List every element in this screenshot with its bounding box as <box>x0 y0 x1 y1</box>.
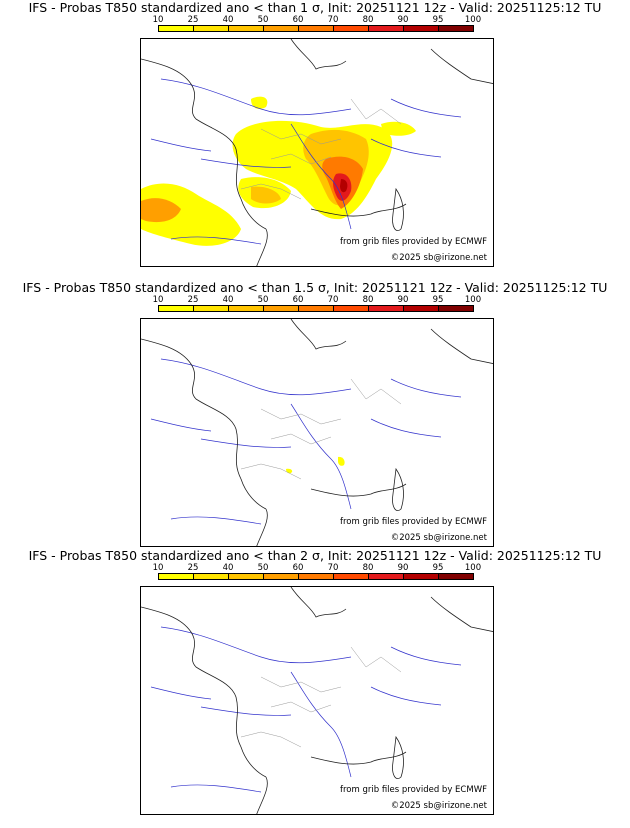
colorbar-tick-label: 25 <box>187 295 199 305</box>
colorbar-tick-label: 80 <box>362 295 374 305</box>
colorbar-swatch <box>404 306 439 311</box>
panel-title: IFS - Probas T850 standardized ano < tha… <box>28 0 602 15</box>
rivers <box>150 358 462 525</box>
colorbar-tick-label: 90 <box>397 563 409 573</box>
map-canvas <box>141 587 493 814</box>
probability-map: from grib files provided by ECMWF ©2025 … <box>140 318 494 547</box>
regional-borders <box>240 646 402 748</box>
colorbar-swatch <box>229 26 264 31</box>
colorbar-swatch <box>369 574 404 579</box>
colorbar-swatch <box>159 26 194 31</box>
colorbar-swatch <box>439 26 473 31</box>
colorbar-swatch <box>264 574 299 579</box>
colorbar-swatch <box>369 26 404 31</box>
regional-borders <box>240 378 402 480</box>
colorbar-swatch <box>229 306 264 311</box>
colorbar-labels: 10 25 40 50 60 70 80 90 95 100 <box>140 295 500 305</box>
colorbar-tick-label: 50 <box>257 15 269 25</box>
colorbar-swatch <box>299 26 334 31</box>
data-source-credit: from grib files provided by ECMWF <box>340 785 487 795</box>
colorbar-tick-label: 50 <box>257 563 269 573</box>
colorbar-swatch <box>159 574 194 579</box>
coastline <box>141 39 493 266</box>
colorbar-swatch <box>194 26 229 31</box>
colorbar-tick-label: 25 <box>187 15 199 25</box>
colorbar-swatch <box>194 306 229 311</box>
colorbar-tick-label: 95 <box>432 295 444 305</box>
colorbar-swatch <box>299 574 334 579</box>
colorbar-swatch <box>369 306 404 311</box>
colorbar-tick-label: 10 <box>152 295 164 305</box>
probability-map: from grib files provided by ECMWF ©2025 … <box>140 38 494 267</box>
colorbar-swatch <box>334 306 369 311</box>
map-panel-2-sigma: IFS - Probas T850 standardized ano < tha… <box>0 548 630 818</box>
coastline <box>141 319 493 546</box>
probability-shading <box>141 96 416 246</box>
panel-title: IFS - Probas T850 standardized ano < tha… <box>28 548 602 563</box>
colorbar-tick-label: 90 <box>397 15 409 25</box>
colorbar-tick-label: 40 <box>222 295 234 305</box>
copyright-credit: ©2025 sb@irizone.net <box>390 801 487 811</box>
colorbar-tick-label: 90 <box>397 295 409 305</box>
colorbar <box>158 573 474 580</box>
colorbar-tick-label: 100 <box>464 295 482 305</box>
colorbar-tick-label: 50 <box>257 295 269 305</box>
coastline <box>141 587 493 814</box>
map-panel-1-5-sigma: IFS - Probas T850 standardized ano < tha… <box>0 280 630 550</box>
colorbar-labels: 10 25 40 50 60 70 80 90 95 100 <box>140 563 500 573</box>
colorbar-labels: 10 25 40 50 60 70 80 90 95 100 <box>140 15 500 25</box>
data-source-credit: from grib files provided by ECMWF <box>340 517 487 527</box>
colorbar-tick-label: 60 <box>292 295 304 305</box>
map-canvas <box>141 319 493 546</box>
colorbar-tick-label: 40 <box>222 15 234 25</box>
regional-borders <box>240 98 402 200</box>
map-panel-1-sigma: IFS - Probas T850 standardized ano < tha… <box>0 0 630 270</box>
colorbar-swatch <box>159 306 194 311</box>
colorbar-tick-label: 40 <box>222 563 234 573</box>
colorbar-tick-label: 10 <box>152 563 164 573</box>
probability-map: from grib files provided by ECMWF ©2025 … <box>140 586 494 815</box>
colorbar-tick-label: 60 <box>292 563 304 573</box>
colorbar-swatch <box>439 574 473 579</box>
colorbar-tick-label: 100 <box>464 15 482 25</box>
copyright-credit: ©2025 sb@irizone.net <box>390 533 487 543</box>
colorbar-swatch <box>229 574 264 579</box>
colorbar-tick-label: 25 <box>187 563 199 573</box>
colorbar-tick-label: 70 <box>327 295 339 305</box>
colorbar-tick-label: 10 <box>152 15 164 25</box>
colorbar-swatch <box>404 574 439 579</box>
colorbar-tick-label: 100 <box>464 563 482 573</box>
colorbar <box>158 25 474 32</box>
colorbar-swatch <box>334 574 369 579</box>
colorbar-swatch <box>194 574 229 579</box>
colorbar-swatch <box>264 26 299 31</box>
colorbar-swatch <box>404 26 439 31</box>
colorbar-swatch <box>334 26 369 31</box>
colorbar-tick-label: 95 <box>432 563 444 573</box>
colorbar-tick-label: 60 <box>292 15 304 25</box>
copyright-credit: ©2025 sb@irizone.net <box>390 253 487 263</box>
colorbar <box>158 305 474 312</box>
colorbar-swatch <box>439 306 473 311</box>
colorbar-tick-label: 95 <box>432 15 444 25</box>
colorbar-tick-label: 70 <box>327 563 339 573</box>
colorbar-tick-label: 80 <box>362 563 374 573</box>
map-canvas <box>141 39 493 266</box>
colorbar-swatch <box>264 306 299 311</box>
rivers <box>150 78 462 245</box>
colorbar-tick-label: 70 <box>327 15 339 25</box>
colorbar-tick-label: 80 <box>362 15 374 25</box>
rivers <box>150 626 462 793</box>
data-source-credit: from grib files provided by ECMWF <box>340 237 487 247</box>
colorbar-swatch <box>299 306 334 311</box>
panel-title: IFS - Probas T850 standardized ano < tha… <box>22 280 608 295</box>
